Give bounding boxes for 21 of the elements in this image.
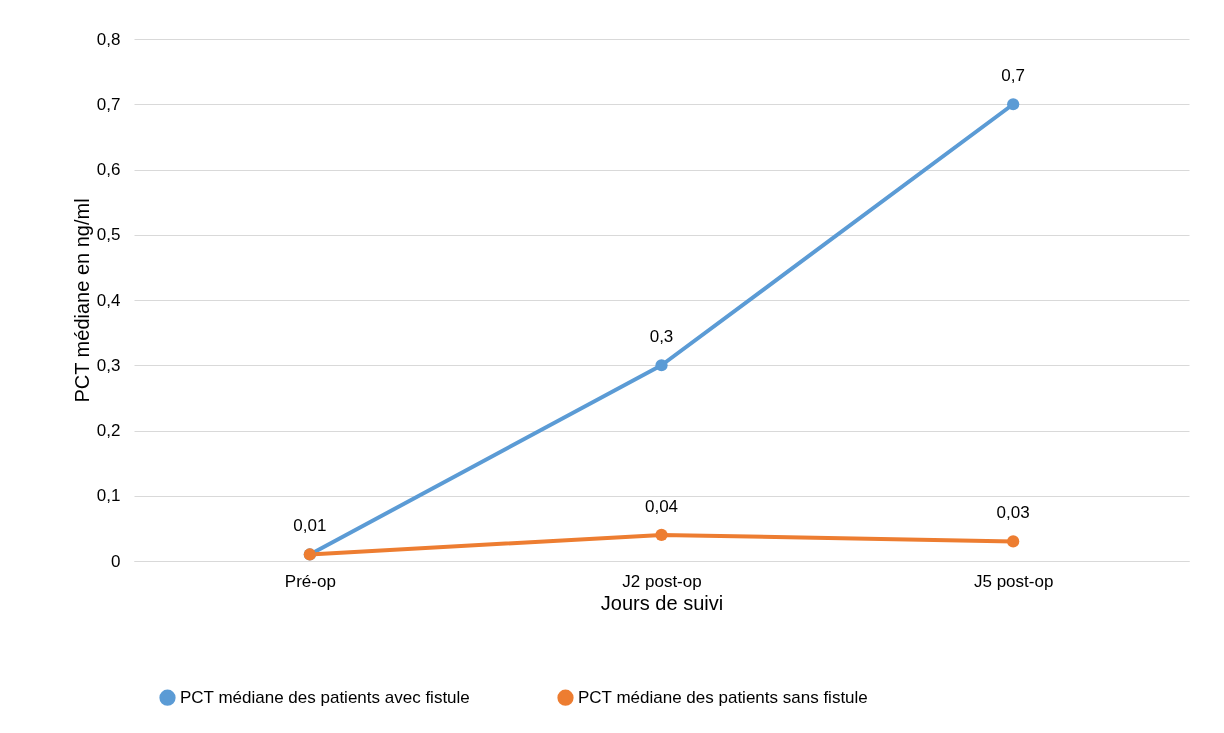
y-tick-label: 0,6 (96, 160, 121, 179)
x-tick-label: J5 post-op (973, 571, 1054, 591)
legend-label: PCT médiane des patients avec fistule (180, 687, 470, 707)
y-tick-label: 0 (111, 551, 121, 571)
y-tick-label: 0,7 (96, 94, 121, 114)
data-label: 0,03 (996, 503, 1030, 523)
y-tick-label: 0,4 (96, 290, 121, 310)
x-tick-label: Pré-op (284, 571, 336, 591)
data-label: 0,04 (644, 496, 679, 516)
legend-label: PCT médiane des patients sans fistule (578, 687, 868, 707)
x-tick-label: J2 post-op (622, 571, 702, 591)
x-axis-title: Jours de suivi (600, 591, 724, 614)
y-tick-label: 0,2 (96, 421, 121, 440)
y-tick-label: 0,8 (96, 29, 121, 49)
data-label: 0,01 (293, 516, 327, 536)
data-label: 0,7 (1001, 66, 1025, 86)
data-label: 0,3 (649, 327, 674, 347)
y-tick-label: 0,3 (96, 355, 121, 375)
y-tick-label: 0,1 (96, 486, 121, 506)
y-tick-label: 0,5 (96, 225, 121, 245)
y-axis-title: PCT médiane en ng/ml (70, 198, 93, 403)
